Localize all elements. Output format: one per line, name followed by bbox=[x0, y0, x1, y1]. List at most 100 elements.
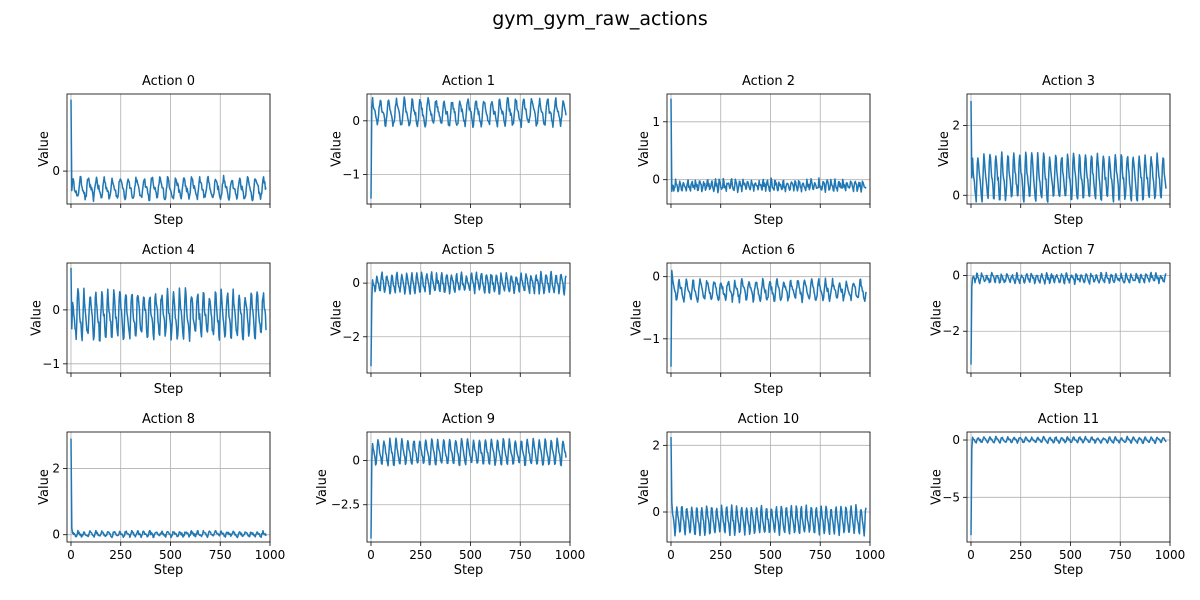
x-axis-label: Step bbox=[454, 382, 484, 397]
y-tick-label: −2 bbox=[342, 330, 360, 344]
x-axis-label: Step bbox=[1054, 213, 1084, 228]
axes-frame bbox=[666, 262, 871, 374]
subplot-8: 0 250 500 750 1000 0 2 Action 8 Step Value bbox=[37, 412, 285, 578]
y-axis-label: Value bbox=[637, 469, 652, 505]
x-tick-label: 750 bbox=[809, 548, 832, 562]
y-tick-label: 0 bbox=[52, 164, 60, 178]
axes-frame bbox=[66, 93, 271, 205]
subplot-title: Action 1 bbox=[442, 74, 495, 89]
x-tick-label: 500 bbox=[759, 548, 782, 562]
axes-frame bbox=[966, 93, 1171, 205]
y-axis-label: Value bbox=[37, 469, 52, 505]
y-axis-label: Value bbox=[30, 300, 45, 336]
y-tick-label: 2 bbox=[952, 118, 960, 132]
axes-frame bbox=[966, 431, 1171, 543]
subplot-3: 0 2 Action 3 Step Value bbox=[937, 74, 1171, 228]
axes-frame bbox=[366, 262, 571, 374]
y-tick-label: 0 bbox=[652, 270, 660, 284]
axes-frame bbox=[366, 93, 571, 205]
axes-frame bbox=[966, 262, 1171, 374]
x-axis-label: Step bbox=[154, 382, 184, 397]
y-tick-label: −1 bbox=[42, 357, 60, 371]
axes-frame bbox=[666, 431, 871, 543]
x-axis-label: Step bbox=[454, 563, 484, 578]
subplot-title: Action 2 bbox=[742, 74, 795, 89]
subplot-0: 0 Action 0 Step Value bbox=[37, 74, 271, 228]
x-axis-label: Step bbox=[154, 563, 184, 578]
y-tick-label: 0 bbox=[52, 528, 60, 542]
subplot-title: Action 3 bbox=[1042, 74, 1095, 89]
subplot-1: −1 0 Action 1 Step Value bbox=[330, 74, 571, 228]
x-tick-label: 500 bbox=[1059, 548, 1082, 562]
subplot-title: Action 6 bbox=[742, 243, 795, 258]
y-axis-label: Value bbox=[330, 300, 345, 336]
subplot-title: Action 0 bbox=[142, 74, 195, 89]
y-axis-label: Value bbox=[930, 469, 945, 505]
y-tick-label: 0 bbox=[952, 269, 960, 283]
y-tick-label: 0 bbox=[652, 173, 660, 187]
x-axis-label: Step bbox=[754, 563, 784, 578]
y-tick-label: −2.5 bbox=[331, 498, 360, 512]
subplot-title: Action 8 bbox=[142, 412, 195, 427]
x-tick-label: 750 bbox=[1109, 548, 1132, 562]
subplot-6: −1 0 Action 6 Step Value bbox=[630, 243, 871, 397]
subplot-title: Action 4 bbox=[142, 243, 195, 258]
x-tick-label: 750 bbox=[209, 548, 232, 562]
y-tick-label: 0 bbox=[952, 433, 960, 447]
x-tick-label: 1000 bbox=[555, 548, 586, 562]
y-tick-label: 0 bbox=[352, 276, 360, 290]
x-tick-label: 1000 bbox=[1155, 548, 1186, 562]
x-tick-label: 0 bbox=[67, 548, 75, 562]
y-axis-label: Value bbox=[637, 131, 652, 167]
series-line bbox=[370, 437, 567, 539]
x-axis-label: Step bbox=[754, 382, 784, 397]
y-tick-label: 0 bbox=[352, 453, 360, 467]
x-tick-label: 500 bbox=[159, 548, 182, 562]
x-tick-label: 250 bbox=[709, 548, 732, 562]
series-line bbox=[70, 267, 267, 342]
series-line bbox=[970, 435, 1167, 536]
y-axis-label: Value bbox=[315, 469, 330, 505]
y-tick-label: 0 bbox=[52, 303, 60, 317]
series-line bbox=[670, 269, 867, 367]
x-axis-label: Step bbox=[1054, 563, 1084, 578]
subplot-title: Action 11 bbox=[1038, 412, 1099, 427]
subplot-7: −2 0 Action 7 Step Value bbox=[930, 243, 1171, 397]
y-tick-label: −5 bbox=[942, 490, 960, 504]
series-line bbox=[670, 98, 867, 194]
x-axis-label: Step bbox=[1054, 382, 1084, 397]
axes-frame bbox=[366, 431, 571, 543]
subplot-9: 0 250 500 750 1000 −2.5 0 Action 9 Step Value bbox=[315, 412, 585, 578]
x-tick-label: 1000 bbox=[255, 548, 286, 562]
y-tick-label: −1 bbox=[342, 167, 360, 181]
x-tick-label: 250 bbox=[109, 548, 132, 562]
y-tick-label: −1 bbox=[642, 332, 660, 346]
y-axis-label: Value bbox=[937, 131, 952, 167]
subplot-4: −1 0 Action 4 Step Value bbox=[30, 243, 271, 397]
y-tick-label: 0 bbox=[952, 188, 960, 202]
series-line bbox=[70, 99, 267, 203]
axes-frame bbox=[66, 431, 271, 543]
series-line bbox=[970, 100, 1167, 203]
series-line bbox=[670, 436, 867, 537]
y-axis-label: Value bbox=[37, 131, 52, 167]
y-tick-label: 0 bbox=[352, 114, 360, 128]
subplot-title: Action 5 bbox=[442, 243, 495, 258]
figure-title: gym_gym_raw_actions bbox=[492, 8, 708, 30]
y-axis-label: Value bbox=[330, 131, 345, 167]
x-tick-label: 1000 bbox=[855, 548, 886, 562]
x-tick-label: 750 bbox=[509, 548, 532, 562]
series-line bbox=[370, 96, 567, 199]
series-line bbox=[370, 270, 567, 367]
x-axis-label: Step bbox=[454, 213, 484, 228]
x-tick-label: 0 bbox=[367, 548, 375, 562]
subplot-11: 0 250 500 750 1000 −5 0 Action 11 Step Value bbox=[930, 412, 1186, 578]
subplot-10: 0 250 500 750 1000 0 2 Action 10 Step Value bbox=[637, 412, 885, 578]
series-line bbox=[70, 438, 267, 539]
x-tick-label: 500 bbox=[459, 548, 482, 562]
x-axis-label: Step bbox=[154, 213, 184, 228]
x-tick-label: 250 bbox=[1009, 548, 1032, 562]
axes-frame bbox=[66, 262, 271, 374]
x-tick-label: 0 bbox=[667, 548, 675, 562]
